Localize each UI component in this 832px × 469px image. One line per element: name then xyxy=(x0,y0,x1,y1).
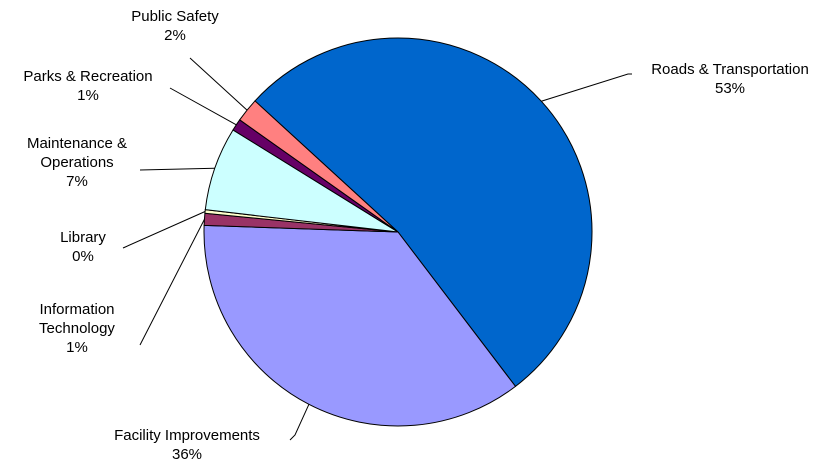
slice-label-information-technology: Technology xyxy=(39,320,115,337)
slice-label-information-technology: Information xyxy=(39,301,114,318)
slice-percent-information-technology: 1% xyxy=(66,339,88,356)
slice-percent-public-safety: 2% xyxy=(164,27,186,44)
leader-line-parks-and-recreation xyxy=(169,87,237,126)
slice-percent-roads-and-transportation: 53% xyxy=(715,80,745,97)
slice-label-roads-and-transportation: Roads & Transportation xyxy=(651,61,809,78)
leader-line-maintenance-and-operations xyxy=(139,167,215,171)
leader-line-facility-improvements xyxy=(289,404,310,441)
slice-percent-library: 0% xyxy=(72,248,94,265)
slice-percent-facility-improvements: 36% xyxy=(172,446,202,463)
leader-line-roads-and-transportation xyxy=(541,73,632,102)
slice-label-maintenance-and-operations: Maintenance & xyxy=(27,135,127,152)
slice-labels: Roads & Transportation 53% Facility Improv… xyxy=(23,8,808,463)
slice-percent-maintenance-and-operations: 7% xyxy=(66,173,88,190)
slice-label-public-safety: Public Safety xyxy=(131,8,219,25)
leader-lines xyxy=(122,57,632,441)
slice-label-facility-improvements: Facility Improvements xyxy=(114,427,260,444)
slice-percent-parks-and-recreation: 1% xyxy=(77,87,99,104)
leader-line-information-technology xyxy=(139,219,205,346)
slice-label-library: Library xyxy=(60,229,106,246)
leader-line-public-safety xyxy=(189,57,248,111)
slice-label-parks-and-recreation: Parks & Recreation xyxy=(23,68,152,85)
leader-line-library xyxy=(122,211,206,249)
pie-slices xyxy=(203,37,593,427)
slice-label-maintenance-and-operations: Operations xyxy=(40,154,113,171)
